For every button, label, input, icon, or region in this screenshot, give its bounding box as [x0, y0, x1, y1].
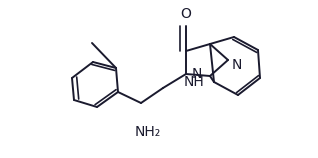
Text: N: N — [232, 58, 242, 72]
Text: N: N — [192, 67, 202, 81]
Text: NH₂: NH₂ — [135, 125, 161, 139]
Text: NH: NH — [183, 75, 204, 89]
Text: O: O — [181, 7, 191, 21]
